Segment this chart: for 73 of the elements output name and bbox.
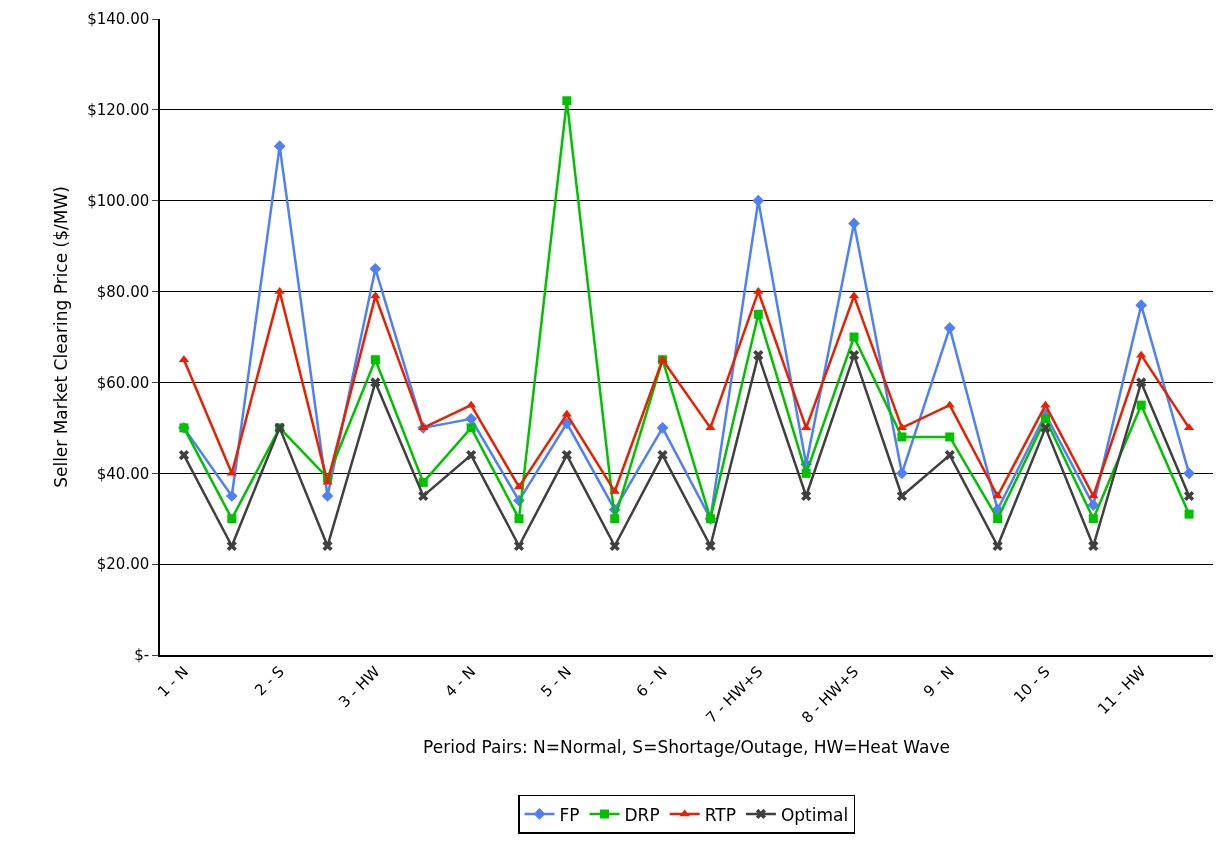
point bbox=[944, 450, 955, 461]
point bbox=[418, 477, 428, 487]
legend-label: RTP bbox=[704, 804, 736, 825]
point bbox=[656, 422, 669, 434]
point bbox=[992, 540, 1003, 552]
point bbox=[657, 450, 668, 461]
point bbox=[801, 490, 812, 502]
point bbox=[993, 514, 1003, 524]
point bbox=[178, 450, 190, 461]
point bbox=[1135, 299, 1148, 312]
y-tick-label: $40.00 bbox=[96, 464, 150, 483]
point bbox=[418, 490, 429, 502]
point bbox=[753, 309, 763, 319]
point bbox=[225, 490, 238, 502]
point bbox=[1040, 414, 1050, 424]
point bbox=[1088, 540, 1099, 552]
point bbox=[1040, 422, 1051, 433]
point bbox=[705, 540, 716, 552]
legend-label: Optimal bbox=[780, 804, 849, 825]
point bbox=[562, 96, 572, 106]
point bbox=[227, 514, 237, 524]
point bbox=[609, 486, 620, 494]
point bbox=[1183, 490, 1195, 502]
point bbox=[848, 350, 860, 361]
point bbox=[610, 514, 620, 524]
point bbox=[945, 432, 955, 442]
point bbox=[896, 490, 907, 502]
x-tick-label: 5 - N bbox=[536, 662, 575, 701]
x-tick-label: 6 - N bbox=[632, 662, 671, 701]
x-axis-title: Period Pairs: N=Normal, S=Shortage/Outage, HW=Heat Wave bbox=[423, 736, 950, 757]
point bbox=[322, 540, 333, 552]
y-tick-label: $80.00 bbox=[96, 282, 150, 301]
x-tick-label: 11 - HW bbox=[1094, 662, 1150, 718]
x-tick-label: 10 - S bbox=[1010, 662, 1054, 707]
point bbox=[849, 332, 859, 342]
y-tick-label: $120.00 bbox=[87, 101, 150, 120]
point bbox=[705, 423, 716, 431]
point bbox=[513, 540, 525, 552]
point bbox=[1136, 377, 1147, 388]
x-tick-label: 3 - HW bbox=[335, 662, 384, 712]
y-axis-title: Seller Market Clearing Price ($/MW) bbox=[51, 186, 72, 488]
point bbox=[801, 468, 811, 478]
point bbox=[943, 322, 956, 334]
x-tick-label: 4 - N bbox=[441, 662, 480, 701]
point bbox=[466, 450, 477, 461]
legend-label: DRP bbox=[624, 804, 660, 825]
point bbox=[369, 263, 382, 275]
point bbox=[226, 468, 237, 476]
point bbox=[609, 540, 620, 552]
y-tick-label: $- bbox=[134, 646, 150, 665]
y-tick-label: $100.00 bbox=[87, 191, 150, 210]
y-tick-label: $20.00 bbox=[96, 555, 150, 574]
point bbox=[370, 355, 380, 365]
point bbox=[370, 377, 381, 388]
point bbox=[897, 432, 907, 442]
point bbox=[1136, 400, 1146, 410]
point bbox=[561, 450, 572, 461]
point bbox=[896, 467, 908, 480]
point bbox=[514, 514, 524, 524]
y-tick-label: $140.00 bbox=[87, 10, 150, 29]
x-tick-label: 9 - N bbox=[919, 662, 958, 701]
x-tick-label: 2 - S bbox=[251, 662, 288, 700]
point bbox=[466, 423, 476, 433]
point bbox=[1088, 491, 1099, 499]
y-tick-label: $60.00 bbox=[96, 373, 150, 392]
point bbox=[1184, 509, 1194, 519]
point bbox=[1183, 467, 1195, 480]
point bbox=[753, 350, 764, 361]
point bbox=[465, 412, 477, 425]
point bbox=[226, 540, 237, 552]
legend-label: FP bbox=[559, 804, 580, 825]
point bbox=[1088, 514, 1098, 524]
x-tick-label: 1 - N bbox=[154, 662, 193, 701]
